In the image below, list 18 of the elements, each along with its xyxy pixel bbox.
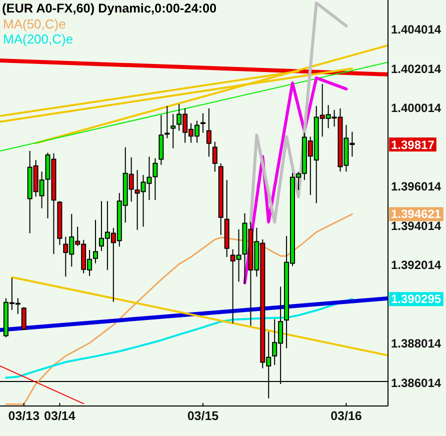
x-tick-label: 03/13: [8, 408, 40, 423]
y-tick-label: 1.394014: [391, 218, 442, 233]
chart-title: (EUR A0-FX,60) Dynamic,0:00-24:00: [2, 2, 217, 16]
y-tick-label: 1.394621: [391, 207, 442, 222]
text: 1.39817: [391, 138, 434, 152]
y-tick-label: 1.392014: [391, 258, 442, 272]
y-tick-label: 1.402014: [391, 62, 442, 76]
y-tick-label: 1.400014: [391, 101, 442, 116]
x-tick-label: 03/15: [187, 408, 219, 423]
x-tick-label: 03/16: [330, 408, 362, 423]
text: MA(200,C)e: [3, 32, 74, 47]
y-tick-label: 1.404014: [391, 22, 442, 37]
y-tick-label: 1.386014: [391, 376, 442, 390]
y-tick-label: 1.396014: [391, 180, 442, 194]
x-tick-label: 03/14: [44, 408, 76, 423]
y-tick-label: 1.390295: [391, 292, 442, 306]
text: MA(50,C)e: [3, 16, 66, 32]
y-tick-label: 1.388014: [391, 336, 442, 351]
